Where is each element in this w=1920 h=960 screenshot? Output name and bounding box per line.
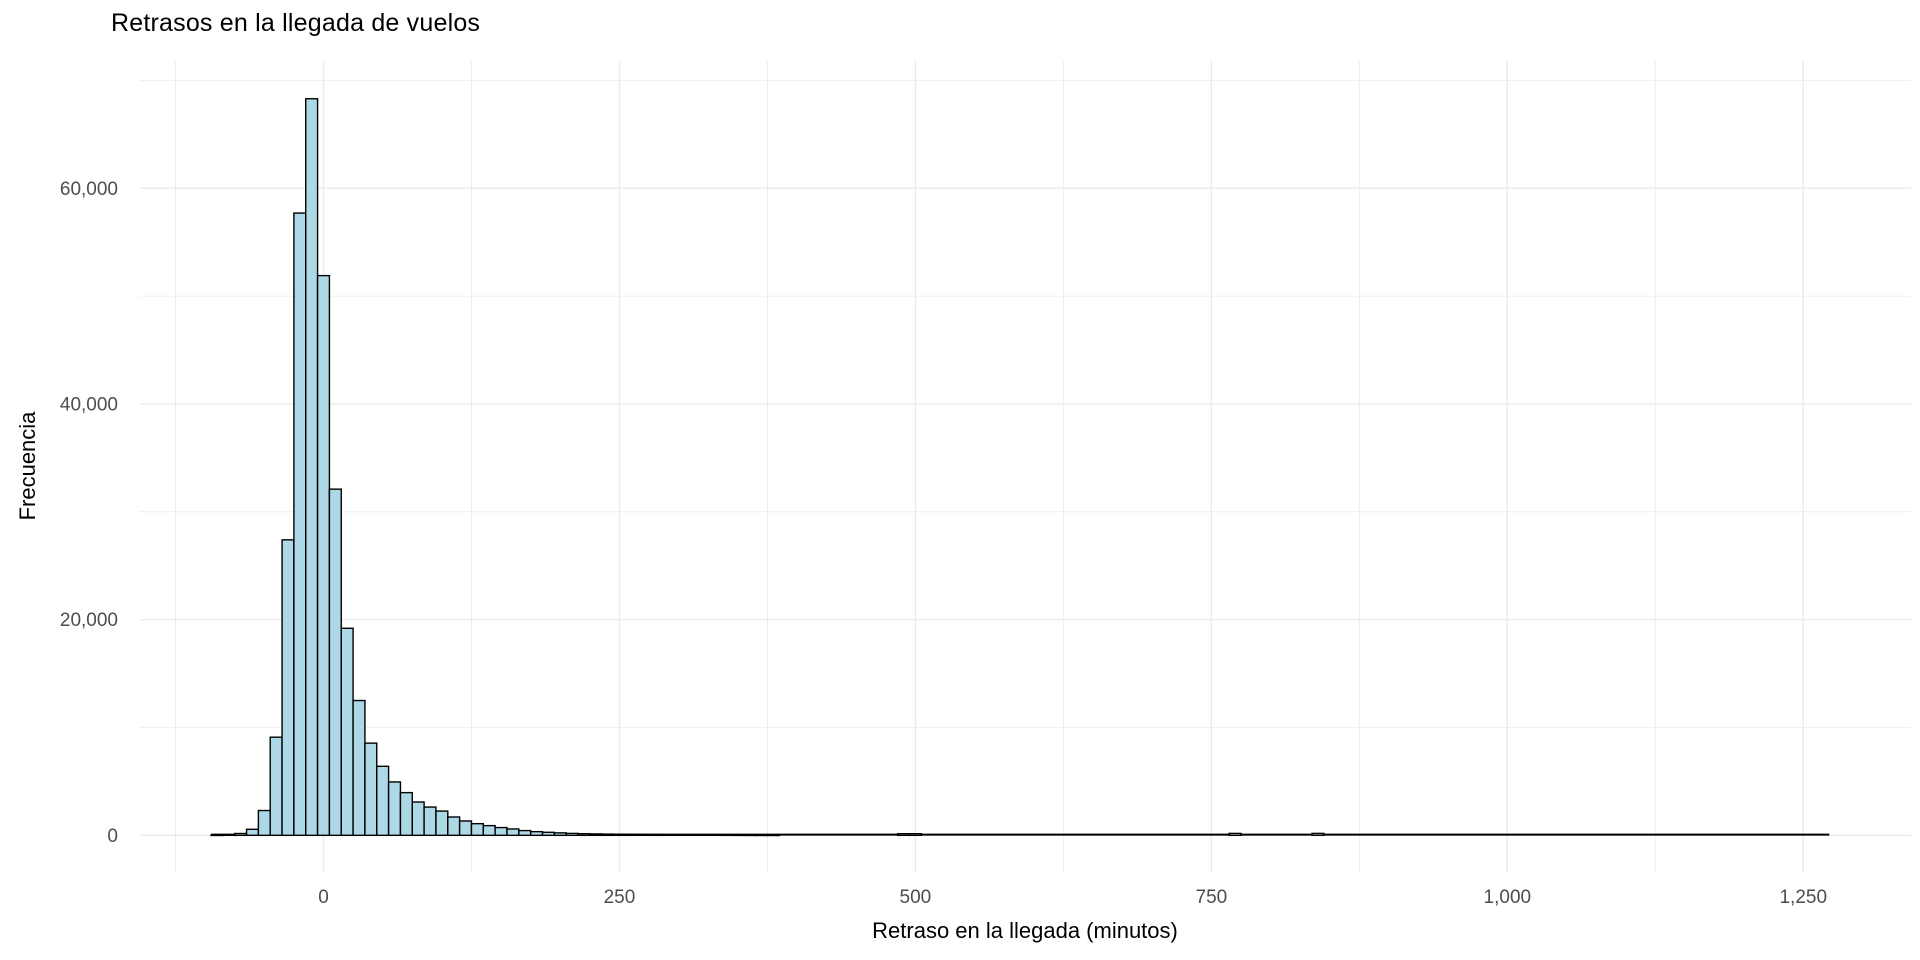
histogram-bar <box>435 810 449 837</box>
histogram-bar <box>269 736 283 837</box>
histogram-bar <box>1228 832 1242 837</box>
histogram-bar <box>281 539 295 837</box>
histogram-bar <box>541 831 556 837</box>
histogram-bar <box>908 833 923 837</box>
x-axis-title: Retraso en la llegada (minutos) <box>872 918 1178 943</box>
histogram-bar <box>494 826 508 837</box>
histogram-bar <box>423 806 437 837</box>
histogram-bar <box>529 830 544 837</box>
y-axis-title: Frecuencia <box>15 411 40 521</box>
histogram-bar <box>340 627 354 837</box>
histogram-bar <box>565 832 579 837</box>
histogram-bar <box>482 824 496 837</box>
y-tick-label: 20,000 <box>60 610 118 631</box>
histogram-bar <box>458 820 473 837</box>
histogram-bar <box>316 274 331 837</box>
histogram-bar <box>636 833 650 837</box>
x-tick-label: 1,000 <box>1484 887 1532 908</box>
histogram-bar <box>376 765 390 837</box>
histogram-bar <box>411 801 425 837</box>
histogram-bar <box>589 833 603 837</box>
histogram-bar <box>672 834 686 837</box>
x-tick-label: 750 <box>1196 887 1228 908</box>
histogram-bar <box>470 822 485 837</box>
histogram-bar <box>328 488 342 837</box>
histogram-bar <box>553 832 567 837</box>
histogram-bar <box>257 809 271 837</box>
histogram-bar <box>896 833 911 837</box>
x-tick-label: 250 <box>604 887 636 908</box>
histogram-bar <box>245 828 260 837</box>
x-tick-label: 1,250 <box>1779 887 1827 908</box>
chart-title: Retrasos en la llegada de vuelos <box>111 9 481 37</box>
histogram-bar <box>387 781 402 837</box>
histogram-bar <box>1311 832 1325 837</box>
y-tick-label: 0 <box>107 826 118 847</box>
histogram-bar <box>600 833 615 837</box>
histogram-bar <box>518 829 532 837</box>
histogram-bar <box>352 699 366 837</box>
histogram-bar <box>660 833 674 837</box>
histogram-bar <box>624 833 638 837</box>
histogram-bar <box>234 832 248 837</box>
histogram-bar <box>506 828 520 837</box>
histogram-bar <box>305 98 319 837</box>
histogram-bar <box>648 833 662 837</box>
histogram-bar <box>293 212 307 837</box>
x-tick-label: 0 <box>318 887 329 908</box>
x-tick-label: 500 <box>900 887 932 908</box>
y-tick-label: 60,000 <box>60 179 118 200</box>
histogram-bar <box>447 816 461 837</box>
y-tick-label: 40,000 <box>60 394 118 415</box>
histogram-bar <box>364 742 378 837</box>
histogram-bar <box>577 833 591 837</box>
histogram-bar <box>399 791 413 837</box>
histogram-bar <box>612 833 627 837</box>
